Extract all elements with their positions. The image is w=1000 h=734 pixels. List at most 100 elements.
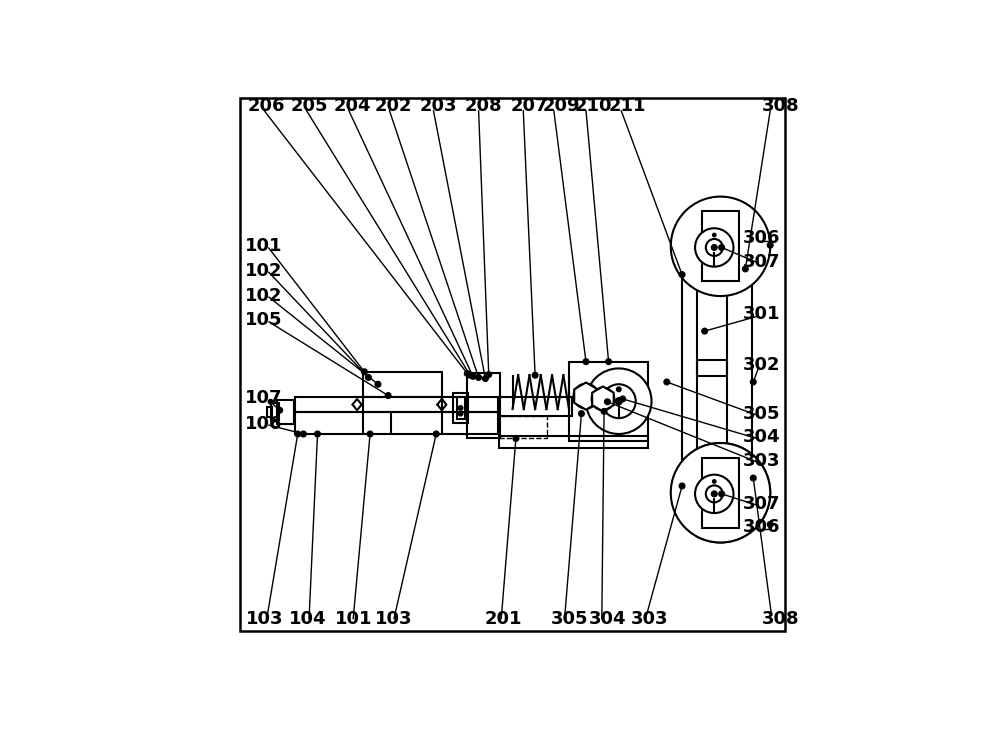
Text: 206: 206 [247,97,285,115]
Circle shape [583,393,589,399]
Text: 105: 105 [245,311,282,330]
Circle shape [580,390,592,401]
Circle shape [483,376,488,382]
Bar [363,372,442,396]
Text: 208: 208 [465,97,503,115]
Circle shape [366,374,371,380]
Text: 307: 307 [743,495,780,513]
Circle shape [767,242,773,248]
Text: 204: 204 [333,97,371,115]
Text: 102: 102 [245,261,282,280]
Circle shape [470,374,476,379]
Text: 303: 303 [743,452,780,470]
Circle shape [713,480,716,483]
Circle shape [671,443,770,542]
Circle shape [513,436,519,441]
Circle shape [695,475,733,513]
Bar [267,407,272,417]
Text: 107: 107 [245,389,282,407]
Bar [697,360,727,377]
Circle shape [367,431,373,437]
Text: 301: 301 [743,305,780,323]
Circle shape [750,475,756,481]
Circle shape [600,396,606,401]
Circle shape [620,396,626,401]
Circle shape [476,374,481,380]
Circle shape [719,491,724,497]
Bar [682,272,697,487]
Bar [457,396,465,419]
Circle shape [706,485,723,502]
Text: 304: 304 [743,429,780,446]
Text: 308: 308 [762,611,800,628]
Circle shape [385,393,391,399]
Text: 305: 305 [551,611,588,628]
Bar [467,374,500,438]
Circle shape [743,266,748,272]
Circle shape [601,409,607,414]
Bar [569,362,648,440]
Circle shape [315,431,320,437]
Bar [277,400,294,424]
Bar [271,404,279,421]
Text: 101: 101 [334,611,372,628]
Text: 202: 202 [375,97,412,115]
Circle shape [615,398,622,404]
Text: 106: 106 [245,415,282,433]
Circle shape [458,411,463,416]
Bar [499,436,648,448]
Circle shape [532,372,538,378]
Circle shape [277,407,282,413]
Bar [295,413,498,434]
Text: 210: 210 [575,97,612,115]
Circle shape [574,384,598,409]
Circle shape [679,483,685,489]
Text: 304: 304 [589,611,626,628]
Text: 101: 101 [245,237,282,255]
Circle shape [592,388,614,410]
Text: 306: 306 [743,517,780,536]
Bar [499,396,572,416]
Circle shape [719,244,724,250]
Text: 302: 302 [743,356,780,374]
Text: 104: 104 [289,611,327,628]
Circle shape [750,379,756,385]
Circle shape [467,372,473,378]
Circle shape [458,406,463,410]
Circle shape [713,233,716,237]
Circle shape [767,522,773,527]
Text: 103: 103 [246,611,283,628]
Circle shape [268,399,273,404]
Text: 307: 307 [743,252,780,271]
Circle shape [295,431,301,437]
Circle shape [598,394,608,404]
Circle shape [583,359,589,365]
Circle shape [375,382,381,387]
Circle shape [433,431,439,437]
Circle shape [486,372,492,377]
Circle shape [706,239,723,256]
Circle shape [464,371,470,377]
Circle shape [702,328,707,334]
Bar [499,416,547,438]
Circle shape [579,411,584,416]
Circle shape [606,359,611,365]
Circle shape [711,244,717,250]
Circle shape [671,197,770,296]
Text: 203: 203 [420,97,457,115]
Circle shape [711,491,717,497]
Circle shape [616,387,621,391]
Bar [295,396,498,413]
Text: 306: 306 [743,230,780,247]
Circle shape [602,384,636,418]
Bar [702,211,739,281]
Text: 308: 308 [762,97,800,115]
Text: 103: 103 [375,611,413,628]
Text: 201: 201 [484,611,522,628]
Circle shape [679,272,685,277]
Circle shape [586,368,652,434]
Circle shape [695,228,733,266]
Text: 303: 303 [631,611,668,628]
Text: 211: 211 [609,97,646,115]
Text: 207: 207 [510,97,548,115]
